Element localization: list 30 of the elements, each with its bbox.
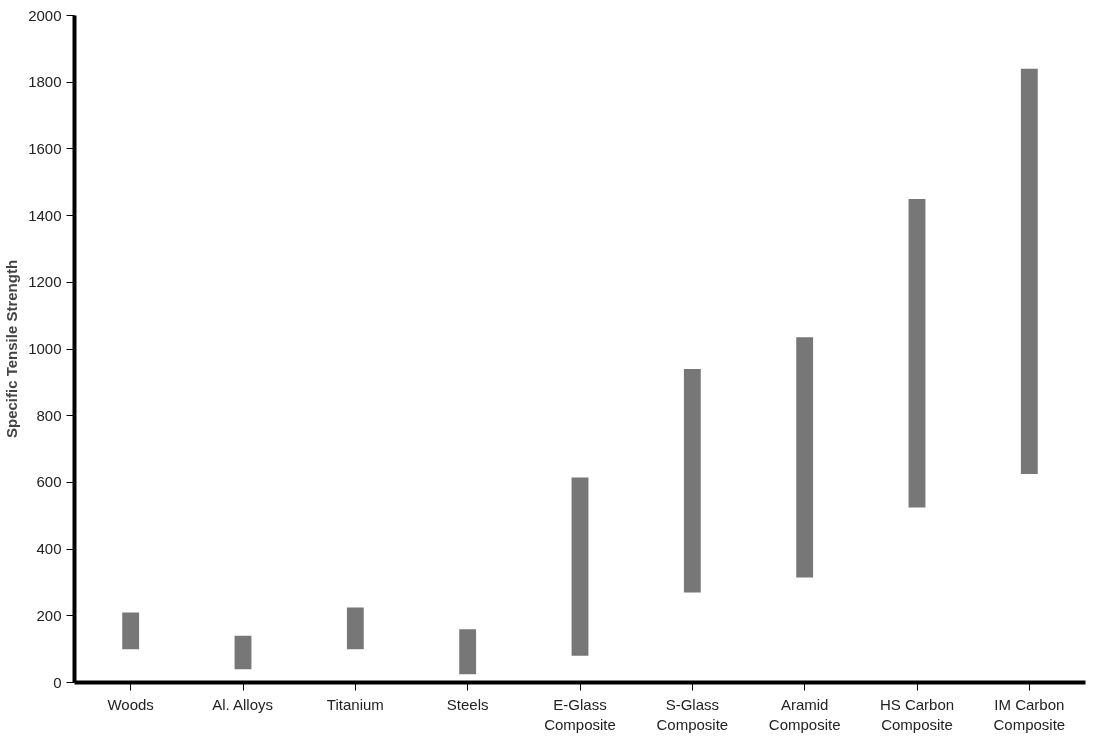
y-tick-label: 600 [36, 473, 62, 491]
bar [1020, 68, 1038, 475]
bar [234, 635, 252, 670]
y-tick-label: 400 [36, 540, 62, 558]
y-tick-label: 0 [53, 673, 62, 691]
bar [346, 607, 364, 650]
y-tick-label: 1400 [28, 206, 62, 224]
y-tick-label: 1000 [28, 340, 62, 357]
bar [459, 629, 477, 675]
bar [796, 337, 814, 578]
y-tick-label: 2000 [28, 6, 62, 24]
x-tick-label: Steels [446, 695, 489, 713]
bar [908, 198, 926, 508]
y-tick-label: 1200 [28, 273, 62, 291]
y-axis-title: Specific Tensile Strength [3, 259, 21, 439]
x-tick-label: Woods [107, 695, 154, 713]
bar [122, 612, 140, 650]
y-tick-label: 800 [36, 406, 62, 424]
x-tick-label: IM Carbon Composite [993, 695, 1066, 733]
y-tick-label: 1800 [28, 73, 62, 91]
x-tick-label: E-Glass Composite [544, 695, 616, 733]
x-tick-label: Al. Alloys [212, 695, 274, 713]
x-tick-label: Aramid Composite [768, 695, 841, 733]
bar [571, 477, 589, 656]
bar [683, 369, 701, 593]
y-tick-label: 1600 [28, 139, 62, 157]
x-tick-label: Titanium [326, 695, 384, 713]
x-tick-label: HS Carbon Composite [879, 695, 955, 733]
x-tick-label: S-Glass Composite [656, 695, 729, 733]
y-tick-label: 200 [36, 606, 62, 624]
